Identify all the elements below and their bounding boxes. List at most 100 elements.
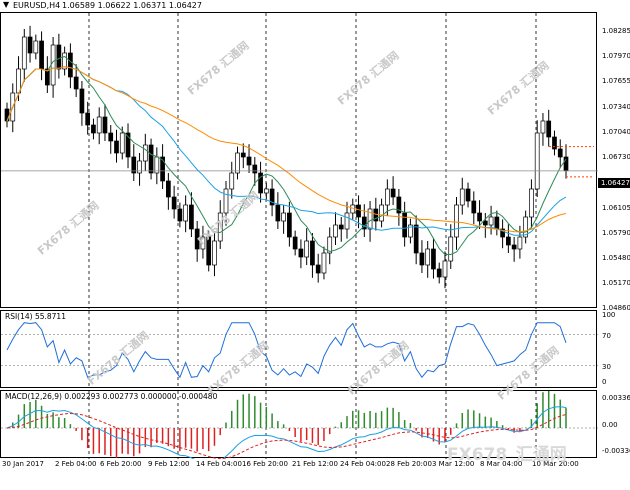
dropdown-triangle-icon[interactable]: ▼ <box>3 0 10 9</box>
candle-body <box>408 224 413 238</box>
candle-body <box>390 188 396 198</box>
candle-body <box>56 44 62 70</box>
time-tick: 9 Feb 12:00 <box>148 460 190 468</box>
candle-body <box>252 164 258 174</box>
candle-body <box>563 156 569 171</box>
price-tick: 1.07970 <box>602 52 630 60</box>
macd-pane[interactable]: MACD(12,26,9) 0.002293 0.002773 0.000000… <box>0 390 598 459</box>
candle-body <box>229 172 235 190</box>
candle-body <box>125 132 131 158</box>
time-tick: 28 Feb 20:00 <box>386 460 432 468</box>
time-tick: 24 Feb 04:00 <box>340 460 386 468</box>
candle-body <box>119 132 125 154</box>
candle-body <box>321 252 327 274</box>
candle-body <box>240 152 246 158</box>
candle-body <box>62 52 67 70</box>
candle-body <box>344 212 350 230</box>
rsi-pane[interactable]: RSI(14) 55.8711 <box>0 310 598 389</box>
time-axis: 30 Jan 2017 2 Feb 04:00 6 Feb 20:00 9 Fe… <box>0 458 630 472</box>
candle-body <box>304 240 310 258</box>
candle-body <box>529 188 534 218</box>
time-tick: 3 Mar 12:00 <box>432 460 475 468</box>
candle-body <box>73 76 79 90</box>
candle-body <box>517 236 523 250</box>
candle-body <box>44 68 50 86</box>
time-tick: 8 Mar 04:00 <box>480 460 523 468</box>
candle-body <box>425 248 431 266</box>
rsi-tick: 30 <box>602 363 611 371</box>
candle-body <box>310 240 315 266</box>
candle-body <box>465 188 471 202</box>
candle-body <box>292 236 298 250</box>
time-tick: 10 Mar 20:00 <box>532 460 579 468</box>
candle-body <box>298 248 304 258</box>
candle-body <box>327 236 333 254</box>
macd-tick: -0.003365 <box>602 447 630 455</box>
candle-body <box>258 172 263 194</box>
rsi-axis: 100 70 30 0 <box>598 310 630 388</box>
fx678-logo: FX678 汇通网 <box>447 440 597 465</box>
candle-body <box>200 236 206 250</box>
candle-body <box>50 44 56 86</box>
candle-body <box>540 120 546 134</box>
candle-body <box>33 40 39 54</box>
candle-body <box>471 200 477 214</box>
candle-body <box>217 212 223 242</box>
candle-body <box>39 40 44 70</box>
candle-body <box>413 224 419 254</box>
price-chart-pane[interactable] <box>0 12 598 309</box>
rsi-svg <box>1 311 598 389</box>
rsi-tick: 100 <box>602 311 616 319</box>
time-tick: 2 Feb 04:00 <box>55 460 97 468</box>
candle-body <box>160 156 165 182</box>
candle-body <box>85 112 91 126</box>
chart-header: ▼ EURUSD,H4 1.06589 1.06622 1.06371 1.06… <box>0 0 597 12</box>
macd-signal-line <box>6 412 567 459</box>
candle-body <box>482 220 488 226</box>
ma-fast-line <box>6 55 567 255</box>
candle-body <box>287 212 292 238</box>
macd-tick: 0.003369 <box>602 394 630 402</box>
candle-body <box>275 204 281 222</box>
candle-body <box>448 236 454 262</box>
candle-body <box>263 188 269 194</box>
price-tick: 1.05480 <box>602 254 630 262</box>
candle-body <box>402 212 407 238</box>
candle-body <box>431 248 436 270</box>
candle-body <box>373 208 379 222</box>
candle-body <box>361 216 367 230</box>
time-tick: 6 Feb 20:00 <box>100 460 142 468</box>
macd-axis: 0.003369 0.00 -0.003365 <box>598 390 630 458</box>
candle-body <box>235 152 240 174</box>
candle-body <box>511 244 517 250</box>
macd-label: MACD(12,26,9) 0.002293 0.002773 0.000000… <box>5 392 218 401</box>
candle-body <box>131 156 137 174</box>
candle-body <box>356 204 361 218</box>
rsi-line <box>6 322 567 379</box>
candle-body <box>16 68 21 94</box>
candle-body <box>506 236 511 246</box>
price-tick: 1.05170 <box>602 279 630 287</box>
candle-body <box>494 216 500 230</box>
candle-body <box>333 224 338 238</box>
candle-body <box>102 116 108 134</box>
rsi-tick: 0 <box>602 378 607 386</box>
candle-body <box>194 228 200 250</box>
candle-body <box>68 52 73 78</box>
candle-body <box>177 208 183 222</box>
time-tick: 21 Feb 12:00 <box>292 460 338 468</box>
candle-body <box>552 136 557 150</box>
candle-body <box>436 268 442 278</box>
logo-cn-text: 汇通网 <box>515 445 567 465</box>
candle-body <box>246 156 252 166</box>
price-tick: 1.06105 <box>602 204 630 212</box>
candle-body <box>79 88 85 114</box>
candle-body <box>189 204 194 230</box>
rsi-tick: 70 <box>602 332 611 340</box>
candle-body <box>4 108 10 122</box>
candle-body <box>459 188 465 206</box>
logo-text: FX678 <box>447 445 508 465</box>
price-tick: 1.08285 <box>602 27 630 35</box>
macd-tick: 0.00 <box>602 421 618 429</box>
price-tick: 1.06730 <box>602 153 630 161</box>
